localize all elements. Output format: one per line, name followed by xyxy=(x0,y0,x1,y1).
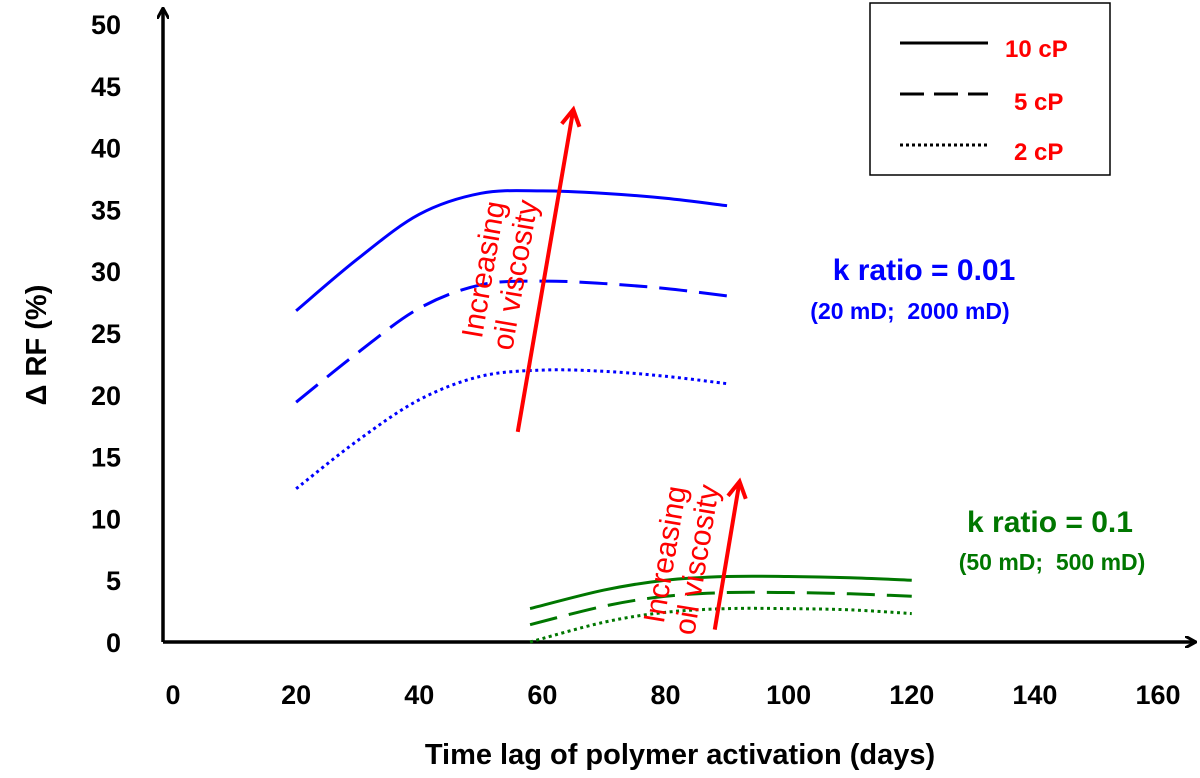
x-axis-title: Time lag of polymer activation (days) xyxy=(425,739,935,771)
x-tick-label: 160 xyxy=(1135,680,1180,710)
legend-label-2cp: 2 cP xyxy=(1014,139,1063,166)
k-ratio-001-label: k ratio = 0.01 xyxy=(833,254,1016,287)
series-line-k001-2cp xyxy=(295,368,728,490)
k-ratio-01-perm-label: (50 mD; 500 mD) xyxy=(959,549,1146,575)
y-tick-label: 30 xyxy=(91,257,121,287)
x-tick-label: 100 xyxy=(766,680,811,710)
increasing-viscosity-arrow-2 xyxy=(712,477,748,630)
legend-box xyxy=(869,2,1111,176)
y-tick-label: 20 xyxy=(91,381,121,411)
y-tick-label: 10 xyxy=(91,504,121,534)
legend-label-10cp: 10 cP xyxy=(1005,36,1068,63)
y-tick-label: 35 xyxy=(91,195,121,225)
x-tick-label: 40 xyxy=(404,680,434,710)
series-layer xyxy=(295,189,912,644)
series-line-k01-2cp xyxy=(529,606,912,644)
x-tick-label: 20 xyxy=(281,680,311,710)
x-tick-label: 60 xyxy=(527,680,557,710)
x-tick-label: 140 xyxy=(1012,680,1057,710)
y-tick-label: 50 xyxy=(91,10,121,40)
series-line-k01-10cp xyxy=(529,574,912,611)
x-tick-label: 80 xyxy=(650,680,680,710)
x-tick-label: 0 xyxy=(165,680,180,710)
series-line-k001-10cp xyxy=(295,189,728,312)
y-tick-label: 40 xyxy=(91,134,121,164)
increasing-viscosity-arrow-1 xyxy=(515,105,582,433)
series-line-k01-5cp xyxy=(529,590,912,627)
legend: 10 cP 5 cP 2 cP xyxy=(869,2,1111,176)
k-ratio-001-perm-label: (20 mD; 2000 mD) xyxy=(810,298,1009,324)
legend-label-5cp: 5 cP xyxy=(1014,89,1063,116)
series-line-k001-5cp xyxy=(295,279,728,404)
y-tick-label: 25 xyxy=(91,319,121,349)
y-tick-label: 5 xyxy=(106,566,121,596)
x-tick-label: 120 xyxy=(889,680,934,710)
y-tick-label: 15 xyxy=(91,443,121,473)
k-ratio-01-label: k ratio = 0.1 xyxy=(967,506,1133,539)
x-tick-labels: 0 20 40 60 80 100 120 140 160 xyxy=(165,680,1180,710)
y-tick-label: 0 xyxy=(106,628,121,658)
y-tick-labels: 0 5 10 15 20 25 30 35 40 45 50 xyxy=(91,10,121,658)
y-tick-label: 45 xyxy=(91,72,121,102)
y-axis-title: Δ RF (%) xyxy=(21,285,53,406)
